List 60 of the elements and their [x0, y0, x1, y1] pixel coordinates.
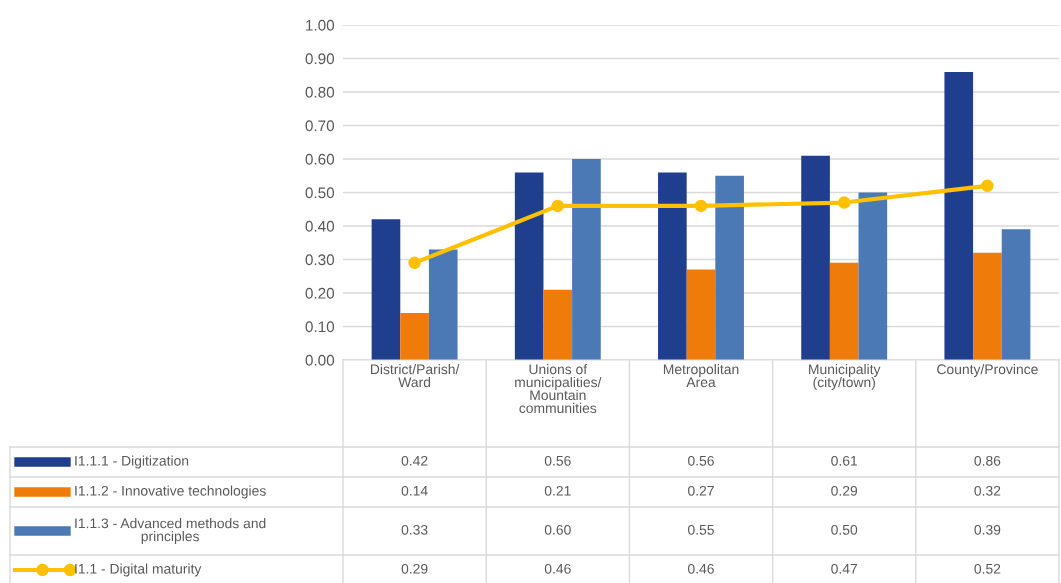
bar	[400, 313, 429, 360]
legend-label: I1.1.2 - Innovative technologies	[75, 485, 266, 499]
data-label: 0.47	[831, 563, 858, 574]
data-label: 0.42	[401, 455, 428, 466]
bar	[572, 159, 601, 360]
data-label: 0.60	[544, 524, 571, 535]
y-tick-label: 0.60	[305, 153, 335, 165]
data-label: 0.46	[544, 563, 571, 574]
bar	[801, 155, 830, 360]
y-tick-label: 0.10	[305, 321, 335, 333]
point	[408, 256, 421, 270]
data-label: 0.56	[544, 455, 571, 466]
y-tick-label: 0.50	[305, 187, 335, 199]
point	[694, 199, 708, 213]
x-tick-label: Metropolitan Area	[663, 364, 739, 388]
y-tick-label: 0.00	[305, 354, 335, 366]
data-label: 0.14	[401, 485, 428, 496]
data-label: 0.33	[401, 524, 428, 535]
data-label: 0.46	[688, 563, 714, 574]
x-tick-label: District/Parish/Ward	[370, 364, 460, 388]
y-tick-label: 0.90	[305, 53, 335, 65]
bar	[428, 249, 458, 360]
bar	[973, 252, 1002, 360]
data-label: 0.32	[974, 485, 1001, 496]
data-label: 0.86	[974, 455, 1001, 466]
bar	[858, 192, 888, 360]
bar	[658, 172, 687, 360]
legend-label: I1.1 - Digital maturity	[75, 563, 202, 577]
legend-label: I1.1.3 - Advanced methods and principles	[75, 518, 266, 544]
bar	[1001, 229, 1031, 360]
bar	[371, 219, 401, 360]
point	[981, 179, 994, 193]
bar	[715, 175, 744, 360]
y-tick-label: 1.00	[306, 19, 335, 31]
data-label: 0.39	[974, 524, 1001, 535]
bar	[514, 172, 544, 360]
x-tick-label: Unions of municipalities/Mountain communities	[515, 364, 602, 414]
point	[551, 199, 565, 213]
y-tick-label: 0.20	[305, 287, 335, 299]
y-tick-label: 0.80	[305, 86, 335, 98]
bar	[829, 262, 859, 360]
legend-label: I1.1.1 - Digitization	[75, 455, 189, 469]
bar	[686, 269, 716, 360]
y-tick-label: 0.30	[305, 254, 335, 266]
data-label: 0.29	[401, 563, 428, 574]
y-tick-label: 0.40	[305, 220, 335, 232]
bar	[944, 71, 974, 360]
data-label: 0.21	[544, 485, 571, 496]
data-label: 0.52	[974, 563, 1001, 574]
data-label: 0.55	[688, 524, 714, 535]
point	[837, 196, 851, 209]
y-tick-label: 0.70	[305, 120, 335, 132]
x-tick-label: Municipality (city/town)	[809, 364, 881, 390]
bar	[543, 289, 573, 360]
data-label: 0.29	[831, 485, 858, 496]
data-label: 0.50	[831, 524, 858, 535]
data-label: 0.61	[831, 455, 858, 466]
data-label: 0.27	[688, 485, 714, 496]
data-label: 0.56	[688, 455, 714, 466]
x-tick-label: County/Province	[937, 364, 1038, 377]
